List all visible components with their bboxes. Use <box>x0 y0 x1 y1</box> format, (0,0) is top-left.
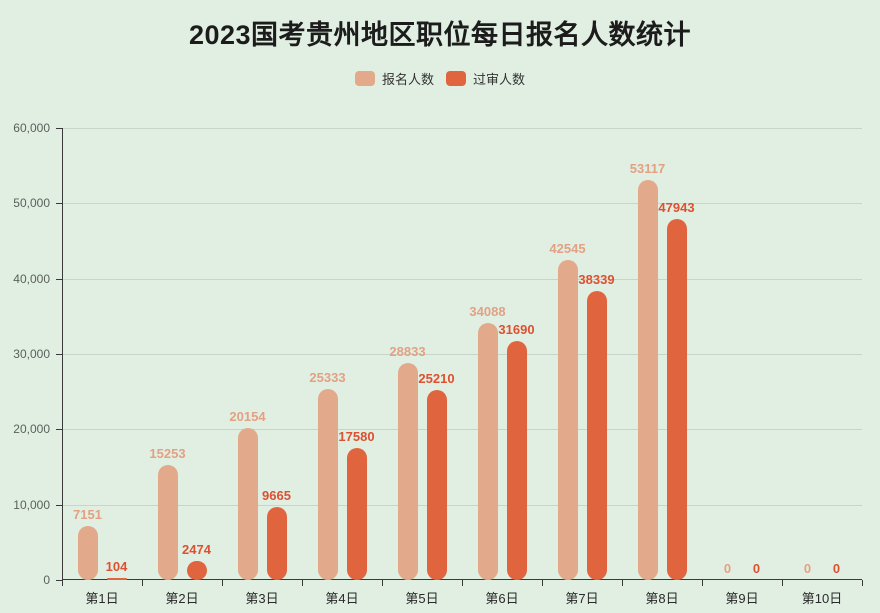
bar-approved[interactable] <box>666 218 687 580</box>
x-axis-tick <box>702 580 703 586</box>
x-axis-tick <box>782 580 783 586</box>
bar-value-label: 104 <box>105 559 128 574</box>
gridline <box>62 278 862 280</box>
x-axis-line <box>62 579 862 580</box>
legend-label-signup: 报名人数 <box>381 72 434 87</box>
x-axis-tick <box>542 580 543 586</box>
legend-label-approved: 过审人数 <box>473 72 526 87</box>
x-axis-label: 第10日 <box>801 591 843 606</box>
x-axis-label: 第2日 <box>165 591 199 606</box>
bar-value-label: 38339 <box>578 272 615 288</box>
x-axis-label: 第4日 <box>325 591 359 606</box>
plot-area: 0 10,000 20,000 30,000 40,000 50,000 60,000 第1日… <box>13 121 863 606</box>
bar-signup[interactable] <box>237 428 258 580</box>
y-axis-label: 30,000 <box>13 347 50 361</box>
bar-value-label: 0 <box>832 561 841 576</box>
x-axis-label: 第6日 <box>485 591 519 606</box>
bar-approved[interactable] <box>506 341 527 580</box>
bar-value-label: 25210 <box>418 371 455 387</box>
y-axis-label: 0 <box>43 573 50 587</box>
bar-value-label: 34088 <box>469 304 506 320</box>
bar-value-label: 47943 <box>658 199 695 215</box>
x-axis-label: 第9日 <box>725 591 759 606</box>
x-axis-label: 第5日 <box>405 591 439 606</box>
bar-value-label: 0 <box>803 561 812 576</box>
bar-value-label: 7151 <box>73 507 102 523</box>
x-axis-tick <box>862 580 863 586</box>
bar-value-label: 25333 <box>309 370 346 386</box>
y-axis-label: 50,000 <box>13 196 50 211</box>
legend-item-signup[interactable]: 报名人数 <box>354 69 434 88</box>
bar-value-label: 28833 <box>389 343 426 359</box>
gridline <box>62 504 862 506</box>
x-axis-label: 第7日 <box>565 591 599 606</box>
gridline <box>62 354 862 355</box>
bar-signup[interactable] <box>77 526 98 580</box>
x-axis-tick <box>142 580 143 586</box>
bar-signup[interactable] <box>477 323 498 580</box>
y-axis-tick <box>56 504 62 506</box>
chart-title: 2023国考贵州地区职位每日报名人数统计 <box>188 20 692 50</box>
x-axis-label: 第1日 <box>85 591 119 606</box>
legend-item-approved[interactable]: 过审人数 <box>446 69 525 88</box>
bar-signup[interactable] <box>557 259 578 580</box>
y-axis-label: 20,000 <box>13 422 50 437</box>
bar-value-label: 53117 <box>629 160 666 176</box>
bar-value-label: 31690 <box>498 322 535 338</box>
bar-value-label: 0 <box>752 561 761 576</box>
y-axis-label: 60,000 <box>13 121 50 135</box>
x-axis-tick <box>382 580 383 586</box>
bar-approved[interactable] <box>106 578 127 580</box>
bar-approved[interactable] <box>186 561 207 580</box>
bar-value-label: 15253 <box>149 446 186 462</box>
gridline <box>62 203 862 205</box>
x-axis-tick <box>62 580 63 586</box>
x-axis-tick <box>462 580 463 586</box>
gridline <box>62 128 862 129</box>
y-axis-label: 40,000 <box>13 271 50 286</box>
bar-value-label: 9665 <box>262 488 291 504</box>
bar-signup[interactable] <box>157 465 178 580</box>
x-axis-tick <box>222 580 223 586</box>
bar-approved[interactable] <box>266 507 287 580</box>
bar-value-label: 17580 <box>338 428 375 444</box>
y-axis-tick <box>56 128 62 129</box>
y-axis-tick <box>56 354 62 355</box>
x-axis-label: 第8日 <box>645 591 679 606</box>
gridline <box>62 429 862 431</box>
y-axis-tick <box>56 278 62 280</box>
bar-signup[interactable] <box>637 179 658 580</box>
y-axis-tick <box>56 429 62 431</box>
bar-signup[interactable] <box>317 389 338 580</box>
legend-swatch-approved <box>446 71 466 86</box>
bar-value-label: 0 <box>723 561 732 576</box>
bar-value-label: 42545 <box>549 240 586 256</box>
x-axis-tick <box>622 580 623 586</box>
y-axis-line <box>62 128 63 580</box>
y-axis-label: 10,000 <box>13 497 50 512</box>
bar-approved[interactable] <box>426 390 447 580</box>
bar-signup[interactable] <box>397 362 418 580</box>
x-axis-label: 第3日 <box>245 591 279 606</box>
bar-approved[interactable] <box>586 291 607 580</box>
bar-approved[interactable] <box>346 447 367 580</box>
x-axis-tick <box>302 580 303 586</box>
y-axis-tick <box>56 580 62 581</box>
y-axis-tick <box>56 203 62 205</box>
bar-value-label: 20154 <box>229 409 266 425</box>
legend: 报名人数 过审人数 <box>0 69 880 88</box>
legend-swatch-signup <box>354 71 375 86</box>
bar-value-label: 2474 <box>182 542 211 558</box>
